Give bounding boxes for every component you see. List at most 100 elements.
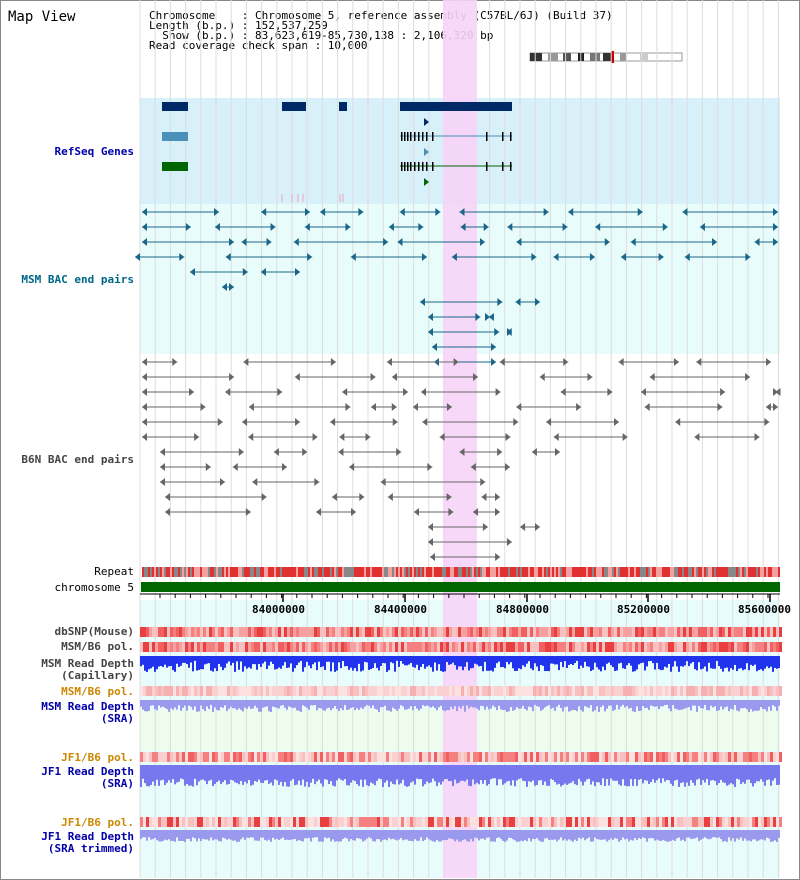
depth-bar — [496, 656, 498, 664]
refseq-track[interactable] — [162, 102, 512, 202]
heatmap-cell — [734, 627, 737, 637]
heatmap-cell — [734, 642, 737, 652]
heatmap-cell — [485, 642, 488, 652]
depth-bar — [492, 765, 494, 779]
depth-bar — [356, 765, 358, 785]
depth-bar — [328, 765, 330, 785]
repeat-bar — [370, 567, 372, 577]
repeat-bar — [774, 567, 776, 577]
depth-bar — [262, 656, 264, 664]
msm-pair-end — [383, 238, 389, 246]
depth-bar — [646, 700, 648, 708]
repeat-bar — [220, 567, 222, 577]
depth-bar — [774, 830, 776, 841]
b6n-pair-end — [480, 478, 486, 486]
heatmap-cell — [443, 686, 446, 696]
repeat-bar — [308, 567, 310, 577]
label-b6n-bac[interactable]: B6N BAC end pairs — [21, 453, 134, 466]
b6n-bac-track[interactable] — [142, 358, 781, 576]
repeat-bar — [330, 567, 332, 577]
heatmap-cell — [602, 817, 605, 827]
depth-bar — [616, 700, 618, 705]
heatmap-cell — [299, 817, 302, 827]
depth-bar — [328, 830, 330, 838]
depth-bar — [642, 656, 644, 663]
heatmap-tracks[interactable] — [140, 627, 782, 827]
chromosome-ideogram[interactable] — [529, 51, 683, 63]
depth-bar — [378, 700, 380, 712]
msm-pair-end — [213, 208, 219, 216]
depth-bar — [360, 830, 362, 840]
depth-bar — [342, 830, 344, 839]
depth-bar — [350, 830, 352, 839]
depth-bar — [476, 765, 478, 783]
repeat-bar — [268, 567, 270, 577]
heatmap-cell — [575, 686, 578, 696]
heatmap-cell — [626, 627, 629, 637]
depth-bar — [436, 700, 438, 711]
heatmap-cell — [611, 686, 614, 696]
repeat-bar — [528, 567, 530, 577]
repeat-bar — [738, 567, 740, 577]
heatmap-cell — [518, 817, 521, 827]
heatmap-cell — [509, 686, 512, 696]
heatmap-cell — [353, 642, 356, 652]
msm-bac-track[interactable] — [135, 208, 778, 366]
heatmap-cell — [284, 627, 287, 637]
heatmap-cell — [527, 752, 530, 762]
repeat-track[interactable] — [142, 567, 780, 577]
depth-bar — [260, 830, 262, 838]
depth-bar — [150, 765, 152, 785]
heatmap-cell — [212, 817, 215, 827]
chromosome-bar[interactable] — [141, 582, 780, 592]
heatmap-cell — [392, 642, 395, 652]
depth-bar — [676, 830, 678, 839]
depth-bar — [246, 700, 248, 709]
heatmap-cell — [326, 817, 329, 827]
depth-bar — [478, 656, 480, 667]
heatmap-cell — [377, 817, 380, 827]
heatmap-cell — [599, 627, 602, 637]
depth-bar — [460, 700, 462, 709]
heatmap-cell — [242, 686, 245, 696]
heatmap-cell — [545, 642, 548, 652]
heatmap-cell — [305, 752, 308, 762]
heatmap-cell — [779, 627, 782, 637]
heatmap-cell — [356, 817, 359, 827]
b6n-pair-end — [205, 463, 211, 471]
depth-bar — [650, 830, 652, 839]
depth-bar — [622, 700, 624, 705]
b6n-pair-end — [359, 493, 365, 501]
depth-bar — [456, 700, 458, 712]
depth-bar — [636, 830, 638, 841]
depth-bar — [382, 830, 384, 840]
depth-tracks[interactable] — [140, 656, 780, 842]
label-msm-bac[interactable]: MSM BAC end pairs — [21, 273, 134, 286]
highlight-region[interactable] — [443, 0, 477, 600]
depth-bar — [612, 700, 614, 711]
heatmap-cell — [683, 817, 686, 827]
depth-bar — [222, 700, 224, 708]
heatmap-cell — [221, 817, 224, 827]
depth-bar — [576, 700, 578, 712]
heatmap-cell — [731, 642, 734, 652]
depth-bar — [228, 700, 230, 709]
depth-bar — [346, 830, 348, 839]
heatmap-cell — [479, 642, 482, 652]
exon-mark — [486, 132, 488, 141]
label-refseq-genes[interactable]: RefSeq Genes — [54, 145, 134, 158]
heatmap-cell — [746, 627, 749, 637]
heatmap-cell — [533, 686, 536, 696]
depth-bar — [626, 700, 628, 707]
heatmap-cell — [503, 817, 506, 827]
heatmap-cell — [557, 686, 560, 696]
depth-bar — [404, 700, 406, 710]
depth-bar — [154, 765, 156, 786]
b6n-pair-end — [513, 418, 519, 426]
repeat-bar — [434, 567, 436, 577]
b6n-pair-end — [295, 418, 301, 426]
heatmap-cell — [680, 817, 683, 827]
depth-bar — [466, 830, 468, 841]
depth-bar — [314, 700, 316, 705]
